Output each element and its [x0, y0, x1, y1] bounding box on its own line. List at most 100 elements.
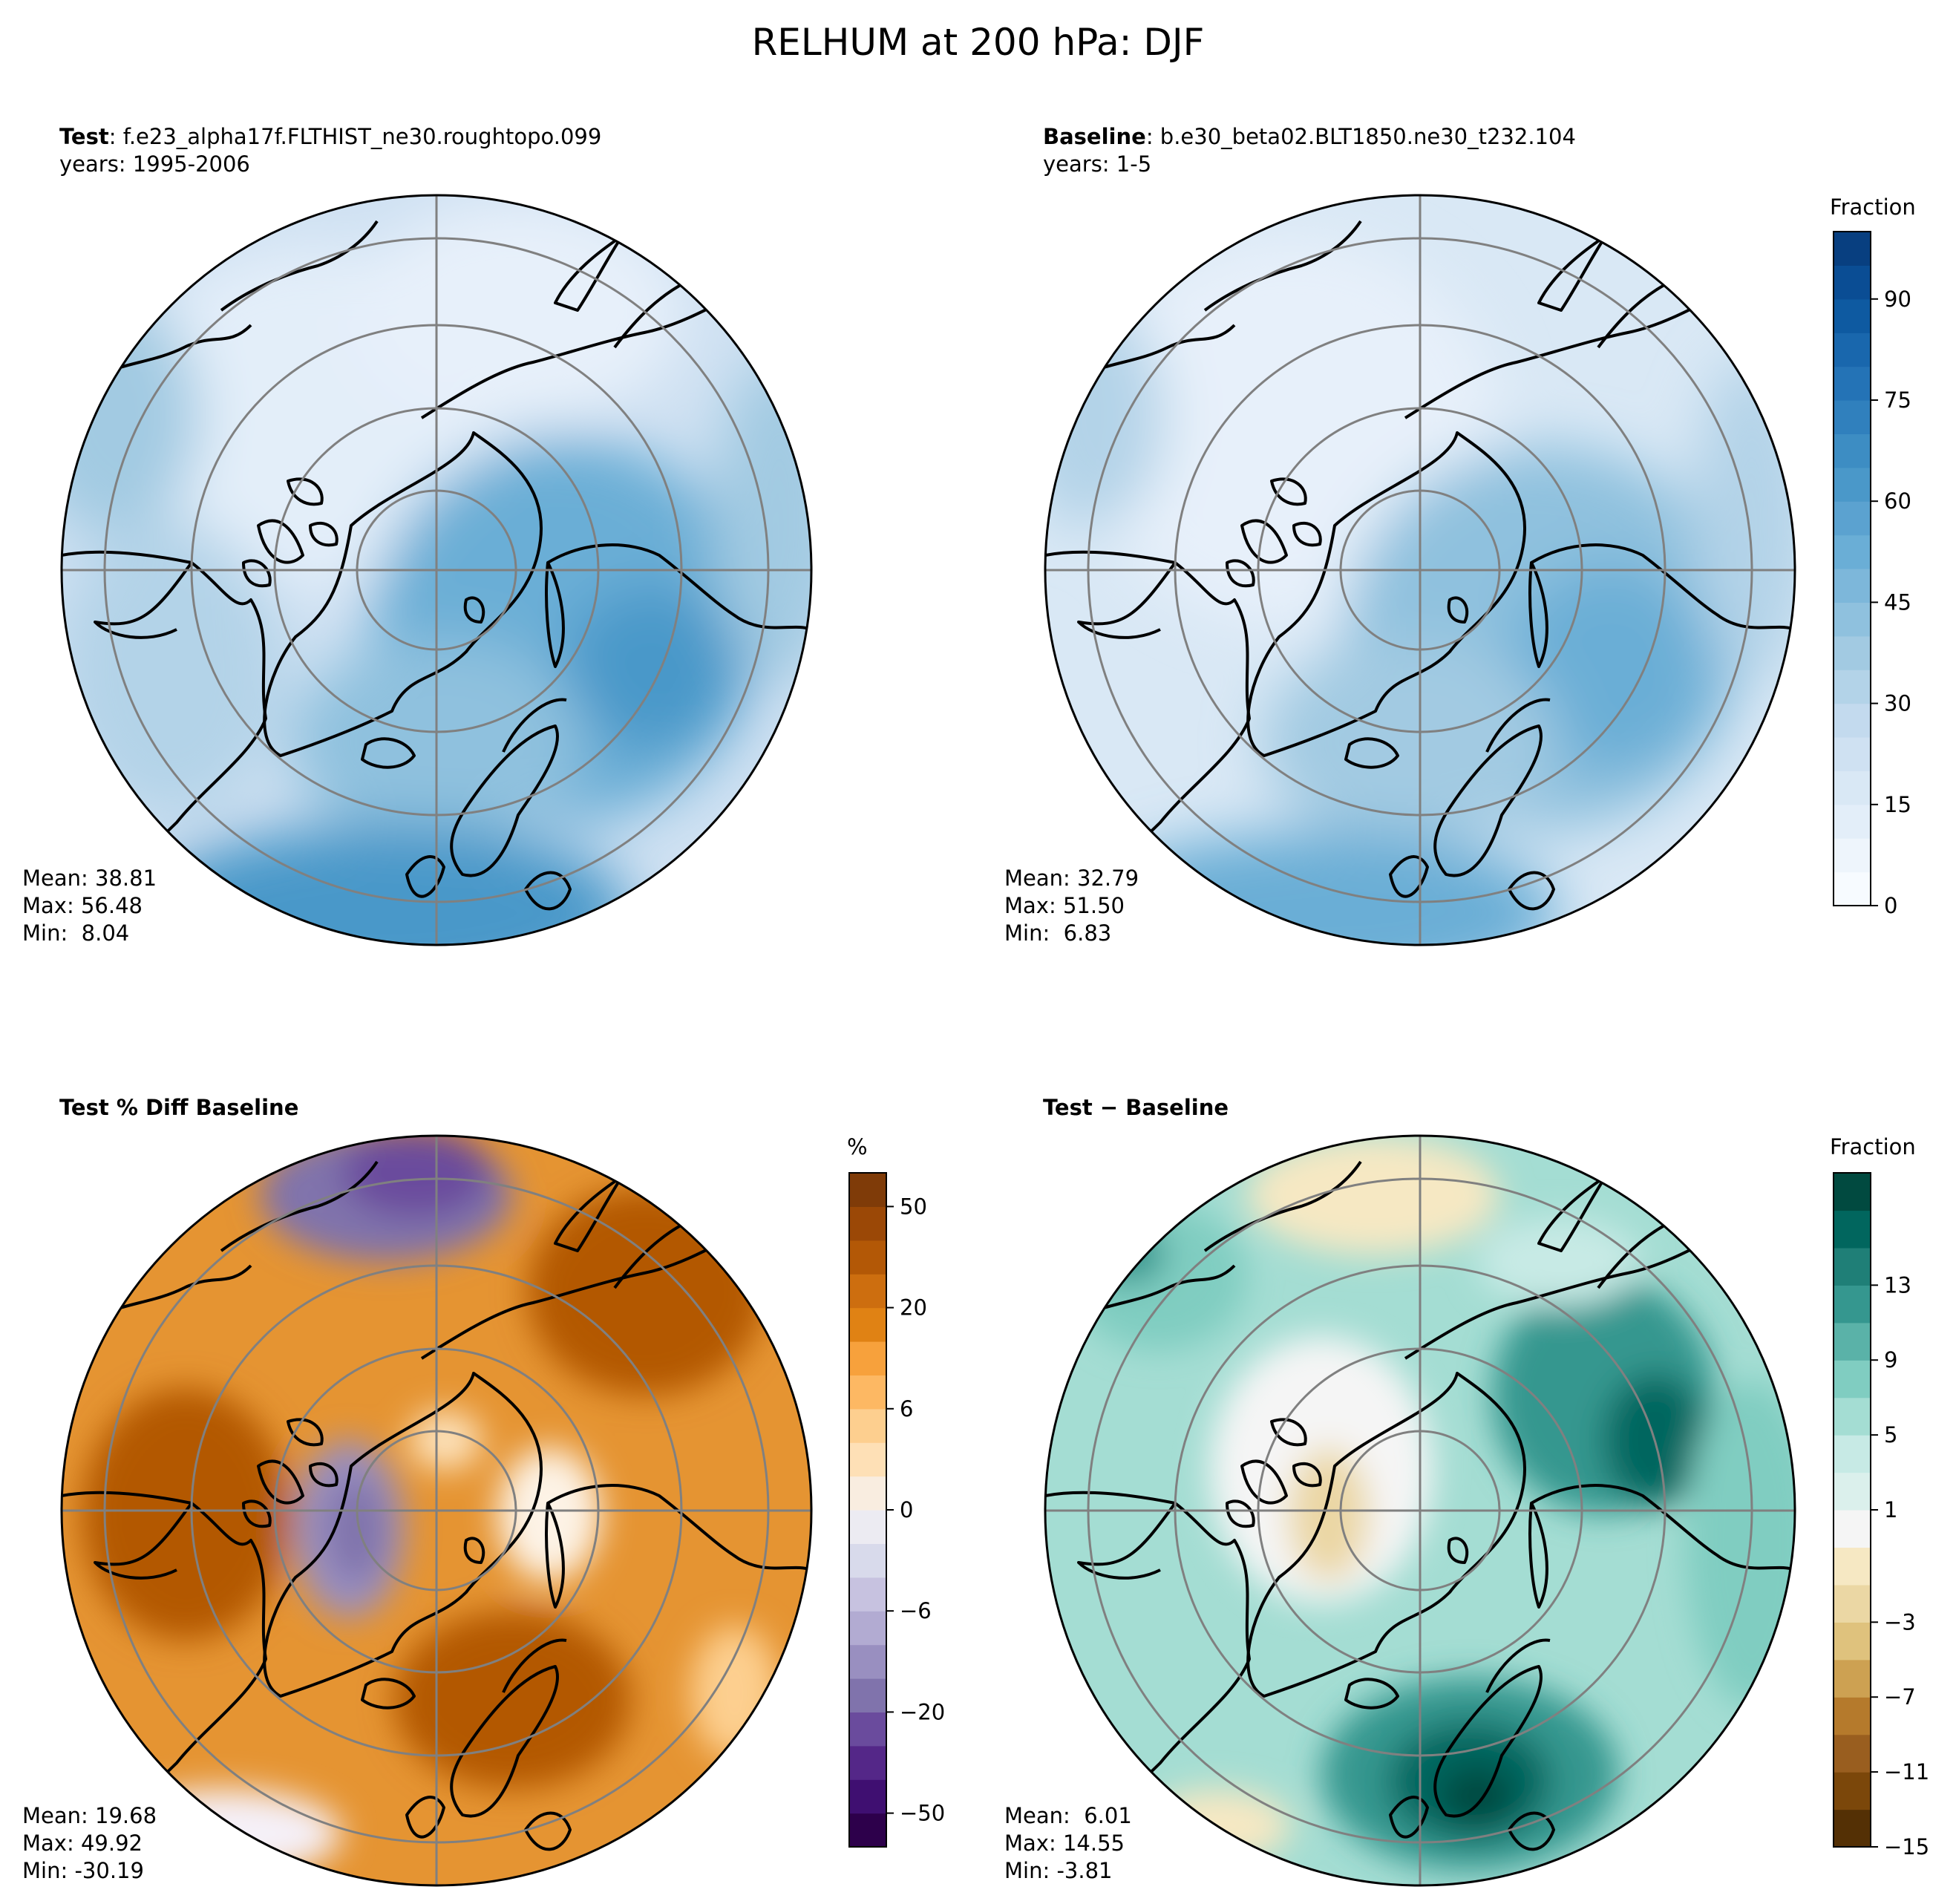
baseline-title-bold: Baseline [1043, 124, 1146, 149]
colorbar-border [1833, 231, 1871, 906]
test-mean-label: Mean: [22, 866, 88, 891]
colorbar-swatch [849, 1240, 886, 1275]
colorbar-swatch [849, 1274, 886, 1309]
baseline-max-label: Max: [1004, 893, 1056, 918]
baseline-mean-label: Mean: [1004, 866, 1070, 891]
colorbar-swatch [849, 1611, 886, 1646]
colorbar-tick-label: 75 [1884, 387, 1911, 413]
colorbar-tick-label: 6 [900, 1396, 913, 1422]
baseline-min: 6.83 [1063, 920, 1112, 946]
colorbar-swatch [1834, 400, 1871, 434]
colorbar-swatch [849, 1813, 886, 1848]
colorbar-swatch [1834, 703, 1871, 738]
colorbar-swatch [849, 1476, 886, 1511]
colorbar-swatch [1834, 838, 1871, 873]
colorbar-tick-label: −20 [900, 1699, 945, 1724]
colorbar-swatch [849, 1644, 886, 1679]
colorbar-swatch [1834, 1659, 1871, 1698]
colorbar-tick-label: 50 [900, 1194, 927, 1219]
baseline-mean: 32.79 [1077, 866, 1139, 891]
test-mean: 38.81 [95, 866, 157, 891]
diff-map [1044, 1134, 1796, 1887]
colorbar-swatch [849, 1510, 886, 1544]
baseline-map [1044, 194, 1796, 946]
test-max-label: Max: [22, 893, 74, 918]
colorbar-tick-label: 9 [1884, 1347, 1897, 1373]
baseline-title-rest: : b.e30_beta02.BLT1850.ne30_t232.104 [1145, 124, 1576, 149]
colorbar-swatch [1834, 434, 1871, 468]
baseline-panel-title: Baseline: b.e30_beta02.BLT1850.ne30_t232… [1043, 123, 1576, 178]
baseline-map-border [1044, 194, 1796, 946]
pctdiff-stats: Mean: 19.68 Max: 49.92 Min: -30.19 [22, 1802, 157, 1885]
colorbar-swatch [1834, 1584, 1871, 1623]
colorbar-swatch [1834, 265, 1871, 300]
colorbar-swatch [1834, 804, 1871, 839]
colorbar-swatch [1834, 1772, 1871, 1810]
colorbar-diff: −15 −11 −7 −3 1 5 9 13 [1833, 1172, 1929, 1859]
diff-min: -3.81 [1056, 1858, 1113, 1883]
baseline-min-label: Min: [1004, 920, 1050, 946]
pctdiff-map [60, 1134, 813, 1887]
diff-max-label: Max: [1004, 1831, 1056, 1856]
test-stats: Mean: 38.81 Max: 56.48 Min: 8.04 [22, 865, 157, 947]
test-panel-title: Test: f.e23_alpha17f.FLTHIST_ne30.rought… [59, 123, 601, 178]
figure-title: RELHUM at 200 hPa: DJF [751, 21, 1205, 64]
diff-title-bold: Test − Baseline [1043, 1095, 1229, 1120]
colorbar-swatch [1834, 569, 1871, 603]
colorbar-swatch [1834, 1622, 1871, 1661]
diff-map-border [1044, 1134, 1796, 1887]
test-min-label: Min: [22, 920, 68, 946]
colorbar-swatch [1834, 1322, 1871, 1361]
cb-pct-title: % [847, 1134, 868, 1159]
test-years: years: 1995-2006 [59, 151, 250, 177]
cb-relhum-title: Fraction [1830, 194, 1916, 220]
colorbar-tick-label: −6 [900, 1598, 932, 1623]
test-max: 56.48 [80, 893, 143, 918]
colorbar-swatch [1834, 602, 1871, 637]
colorbar-tick-label: 5 [1884, 1422, 1897, 1447]
colorbar-swatch [1834, 1547, 1871, 1586]
colorbar-tick-label: −7 [1884, 1684, 1916, 1710]
colorbar-swatch [1834, 1734, 1871, 1773]
colorbar-swatch [1834, 501, 1871, 536]
colorbar-swatch [1834, 1285, 1871, 1324]
colorbar-tick-label: 0 [900, 1497, 913, 1522]
colorbar-swatch [1834, 1173, 1871, 1211]
colorbar-swatch [849, 1307, 886, 1342]
colorbar-swatch [849, 1408, 886, 1443]
diff-stats: Mean: 6.01 Max: 14.55 Min: -3.81 [1004, 1802, 1132, 1885]
diff-min-label: Min: [1004, 1858, 1050, 1883]
colorbar-swatch [849, 1712, 886, 1747]
colorbar-swatch [849, 1442, 886, 1477]
colorbar-swatch [1834, 467, 1871, 502]
colorbar-swatch [1834, 1360, 1871, 1398]
colorbar-tick-label: 15 [1884, 792, 1911, 817]
colorbar-relhum: 0 15 30 45 60 75 90 [1833, 231, 1911, 918]
colorbar-swatch [849, 1577, 886, 1612]
colorbar-tick-label: −15 [1884, 1834, 1929, 1859]
colorbar-tick-label: 30 [1884, 691, 1911, 716]
colorbar-swatch [1834, 1435, 1871, 1473]
pctdiff-min: -30.19 [74, 1858, 144, 1883]
colorbar-swatch [849, 1173, 886, 1207]
pctdiff-title-bold: Test % Diff Baseline [59, 1095, 299, 1120]
diff-mean-label: Mean: [1004, 1803, 1070, 1828]
baseline-stats: Mean: 32.79 Max: 51.50 Min: 6.83 [1004, 865, 1139, 947]
colorbar-pct: −50 −20 −6 0 6 20 50 [848, 1172, 945, 1848]
baseline-max: 51.50 [1062, 893, 1125, 918]
colorbar-swatch [1834, 534, 1871, 569]
cb-diff-title: Fraction [1830, 1134, 1916, 1159]
colorbar-swatch [1834, 871, 1871, 906]
pctdiff-map-border [60, 1134, 813, 1887]
diff-max: 14.55 [1062, 1831, 1125, 1856]
colorbar-swatch [1834, 1697, 1871, 1735]
test-title-bold: Test [59, 124, 109, 149]
colorbar-swatch [849, 1779, 886, 1814]
diff-mean: 6.01 [1084, 1803, 1132, 1828]
pctdiff-panel-title: Test % Diff Baseline [59, 1094, 298, 1122]
diff-panel-title: Test − Baseline [1043, 1094, 1229, 1122]
colorbar-tick-label: 45 [1884, 589, 1911, 615]
colorbar-tick-label: 0 [1884, 893, 1897, 918]
colorbar-swatch [1834, 298, 1871, 333]
